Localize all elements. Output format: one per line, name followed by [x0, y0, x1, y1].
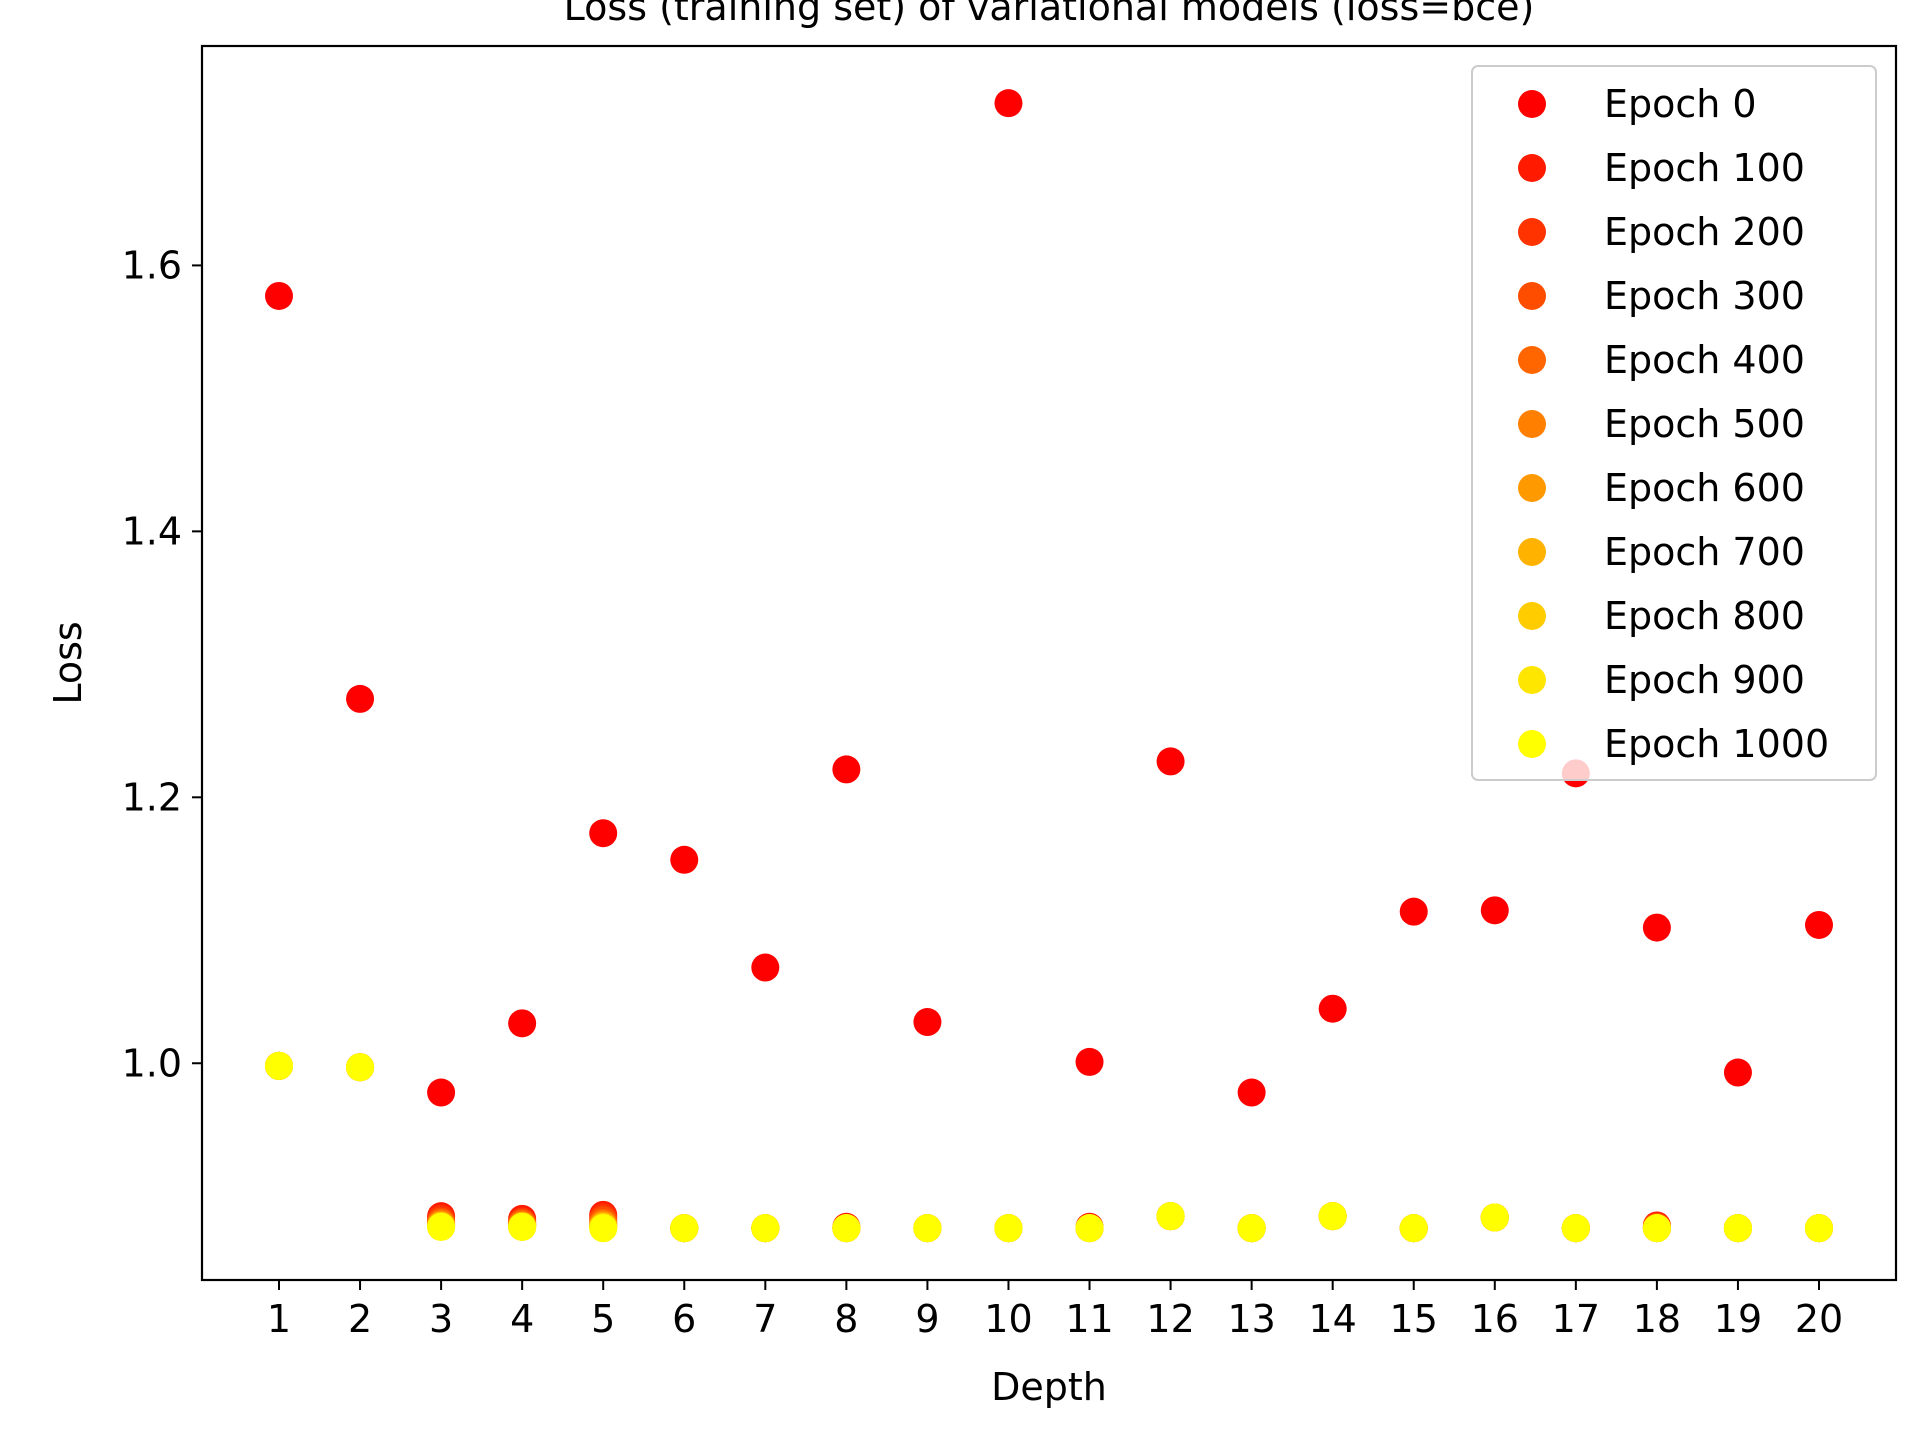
data-point-epoch-0 [1156, 747, 1185, 776]
data-point-epoch-0 [1237, 1078, 1266, 1107]
data-point-epoch-0 [1318, 994, 1347, 1023]
y-tick-label: 1.6 [122, 243, 182, 287]
x-tick-label: 13 [1227, 1297, 1275, 1341]
legend-label: Epoch 300 [1604, 274, 1805, 318]
data-point-epoch-0 [913, 1008, 942, 1037]
data-point-epoch-1000 [1723, 1214, 1752, 1243]
x-tick-label: 18 [1633, 1297, 1681, 1341]
data-point-epoch-0 [1399, 897, 1428, 926]
data-point-epoch-1000 [913, 1214, 942, 1243]
data-point-epoch-1000 [832, 1214, 861, 1243]
data-point-epoch-1000 [589, 1214, 618, 1243]
data-point-epoch-1000 [1480, 1203, 1509, 1232]
legend-marker [1518, 538, 1546, 566]
x-tick-label: 17 [1552, 1297, 1600, 1341]
y-axis-label: Loss [46, 621, 90, 704]
legend-label: Epoch 500 [1604, 402, 1805, 446]
x-tick-label: 3 [429, 1297, 453, 1341]
data-point-epoch-1000 [1399, 1214, 1428, 1243]
data-point-epoch-0 [1805, 910, 1833, 939]
x-tick-label: 5 [591, 1297, 615, 1341]
legend-marker [1518, 282, 1546, 310]
x-tick-label: 15 [1390, 1297, 1438, 1341]
data-point-epoch-0 [1075, 1047, 1104, 1076]
data-point-epoch-1000 [265, 1051, 293, 1080]
x-axis: 1 2 3 4 5 6 7 8 9 10 11 12 13 14 15 16 17 18 19 20 [267, 1280, 1843, 1341]
data-point-epoch-1000 [670, 1214, 699, 1243]
data-point-epoch-0 [1642, 913, 1671, 942]
legend-marker [1518, 474, 1546, 502]
x-tick-label: 2 [348, 1297, 372, 1341]
data-point-epoch-1000 [1237, 1214, 1266, 1243]
legend-box [1471, 65, 1877, 781]
legend-marker [1518, 218, 1546, 246]
chart-title: Loss (training set) of variational model… [564, 0, 1535, 29]
x-axis-label: Depth [991, 1365, 1107, 1409]
x-tick-label: 20 [1795, 1297, 1843, 1341]
x-tick-label: 6 [672, 1297, 696, 1341]
data-point-epoch-1000 [346, 1053, 375, 1082]
x-tick-label: 16 [1471, 1297, 1519, 1341]
legend-marker [1518, 666, 1546, 694]
legend-marker [1518, 602, 1546, 630]
x-tick-label: 12 [1146, 1297, 1194, 1341]
legend-marker [1518, 90, 1546, 118]
data-point-epoch-0 [670, 845, 699, 874]
x-tick-label: 8 [834, 1297, 858, 1341]
data-point-epoch-1000 [1156, 1202, 1185, 1231]
y-tick-label: 1.0 [122, 1041, 182, 1085]
data-point-epoch-0 [265, 281, 293, 310]
data-point-epoch-0 [589, 819, 618, 848]
x-tick-label: 1 [267, 1297, 291, 1341]
x-tick-label: 4 [510, 1297, 534, 1341]
data-point-epoch-0 [346, 684, 375, 713]
x-tick-label: 10 [984, 1297, 1032, 1341]
axes-frame [200, 44, 1898, 1282]
y-tick-label: 1.2 [122, 775, 182, 819]
x-tick-label: 19 [1714, 1297, 1762, 1341]
legend-label: Epoch 600 [1604, 466, 1805, 510]
data-point-epoch-1000 [1642, 1214, 1671, 1243]
x-tick-label: 9 [915, 1297, 939, 1341]
legend-label: Epoch 200 [1604, 210, 1805, 254]
data-point-epoch-1000 [1318, 1202, 1347, 1231]
data-points [265, 89, 1833, 1243]
legend: Epoch 0 Epoch 100 Epoch 200 Epoch 300 Epoch … [1471, 65, 1877, 781]
legend-marker [1518, 346, 1546, 374]
data-point-epoch-1000 [994, 1214, 1023, 1243]
legend-label: Epoch 100 [1604, 146, 1805, 190]
data-point-epoch-1000 [1805, 1214, 1833, 1243]
data-point-epoch-0 [832, 755, 861, 784]
x-tick-label: 14 [1309, 1297, 1357, 1341]
y-axis: 1.0 1.2 1.4 1.6 [122, 243, 202, 1085]
data-point-epoch-0 [1723, 1058, 1752, 1087]
x-tick-label: 11 [1065, 1297, 1113, 1341]
x-tick-label: 7 [753, 1297, 777, 1341]
legend-label: Epoch 1000 [1604, 722, 1829, 766]
data-point-epoch-0 [427, 1078, 456, 1107]
data-point-epoch-1000 [508, 1212, 537, 1241]
data-point-epoch-1000 [751, 1214, 780, 1243]
data-point-epoch-1000 [1075, 1214, 1104, 1243]
legend-label: Epoch 400 [1604, 338, 1805, 382]
data-point-epoch-0 [508, 1009, 537, 1038]
legend-marker [1518, 154, 1546, 182]
legend-label: Epoch 800 [1604, 594, 1805, 638]
data-point-epoch-0 [994, 89, 1023, 118]
legend-label: Epoch 900 [1604, 658, 1805, 702]
legend-label: Epoch 0 [1604, 82, 1757, 126]
legend-label: Epoch 700 [1604, 530, 1805, 574]
data-point-epoch-1000 [1561, 1214, 1590, 1243]
legend-marker [1518, 410, 1546, 438]
data-point-epoch-0 [1480, 896, 1509, 925]
data-point-epoch-1000 [427, 1212, 456, 1241]
y-tick-label: 1.4 [122, 509, 182, 553]
legend-marker [1518, 730, 1546, 758]
data-point-epoch-0 [751, 953, 780, 982]
